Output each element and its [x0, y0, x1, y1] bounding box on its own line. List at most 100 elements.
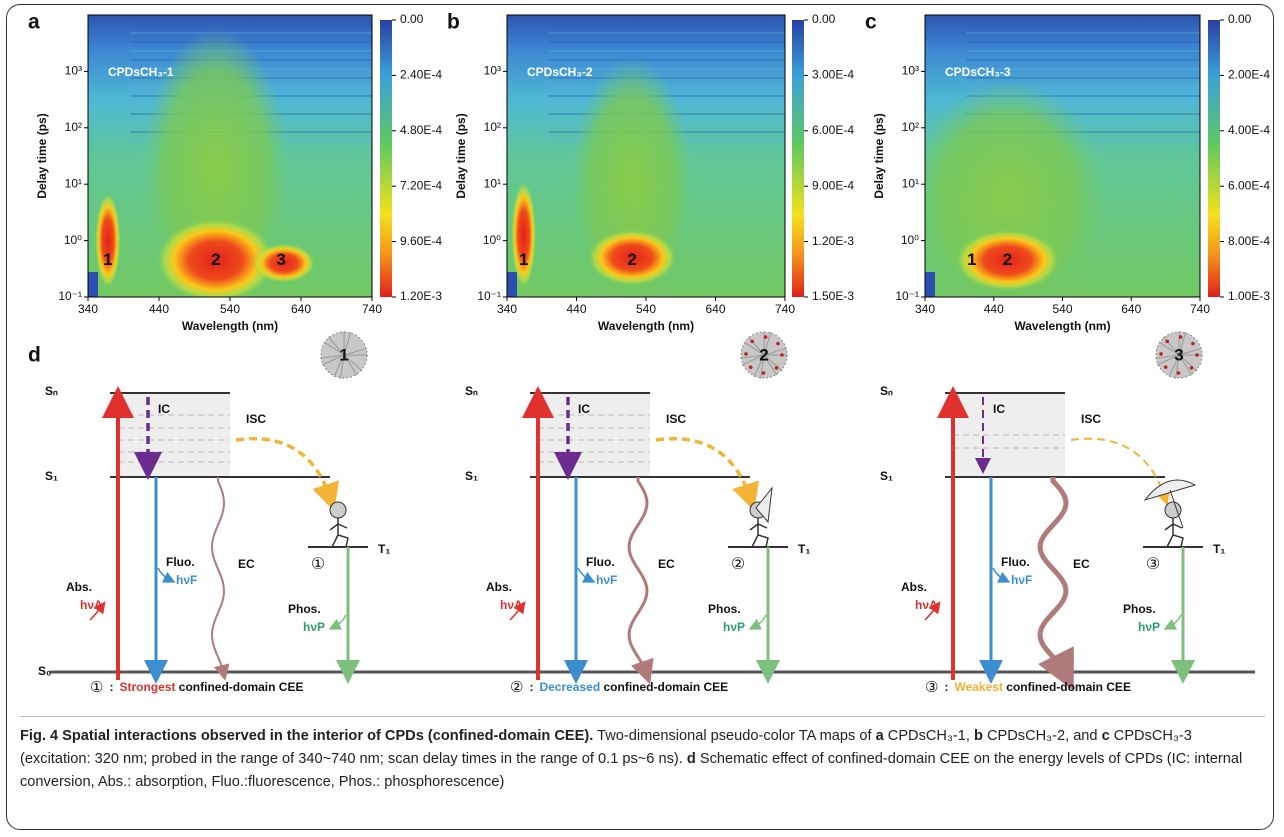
caption-panel-letter: d [686, 751, 696, 767]
x-tick-label: 740 [362, 302, 382, 316]
x-tick-label: 540 [1052, 302, 1072, 316]
caption-text: CPDsCH₃-2, and [982, 728, 1102, 744]
chain [763, 354, 778, 376]
peak-region [955, 229, 1060, 292]
diagram-label: Sₙ [880, 384, 893, 398]
note-part: , EC [283, 698, 310, 700]
diagram-label: S₁ [465, 469, 478, 483]
dot [1163, 365, 1168, 369]
peak-label: 1 [103, 250, 112, 269]
y-tick-label: 10² [65, 120, 82, 134]
streak [548, 50, 785, 52]
level-band [538, 393, 650, 477]
x-tick-label: 740 [1190, 302, 1210, 316]
chain [747, 336, 765, 356]
photon [577, 567, 596, 583]
y-tick-label: 10¹ [902, 176, 919, 190]
colorbar-label: 6.00E-4 [1228, 178, 1270, 192]
panel-letter: c [865, 11, 877, 34]
caption-text: CPDsCH₃-1, [883, 728, 974, 744]
caption-panel-letter: c [1101, 728, 1110, 744]
sample-label: CPDsCH₃-2 [527, 65, 593, 79]
dot [776, 341, 780, 346]
note-part: min [1130, 698, 1151, 700]
frame [6, 4, 1274, 830]
diagram-label: T₁ [798, 542, 810, 556]
diagram-label: T₁ [1213, 542, 1225, 556]
dot [748, 365, 753, 369]
note-detail: (Absent coulping energy levels, ISC↓, EC… [510, 698, 753, 700]
y-tick-label: 10⁰ [64, 233, 82, 247]
y-tick-label: 10³ [484, 64, 501, 78]
note-part: ) [749, 698, 753, 700]
x-axis-label: Wavelength (nm) [598, 319, 694, 333]
note-part: ↑ [743, 698, 749, 700]
note-part: (Abundant energy levels, ISC [90, 698, 259, 700]
chain [763, 354, 783, 372]
dot [1189, 366, 1194, 370]
note-part: confined-domain CEE [1003, 680, 1131, 694]
diagram-label: Fluo. [166, 555, 195, 569]
y-axis-label: Delay time (ps) [35, 113, 49, 198]
figure-body [329, 518, 349, 548]
diagram-label: T₁ [378, 542, 390, 556]
chain [320, 354, 345, 359]
chain [1155, 354, 1180, 359]
y-tick-label: 10² [484, 120, 501, 134]
note-detail: (Abundant energy levels, ISC max, EC min… [90, 698, 335, 700]
dot [1165, 339, 1170, 344]
chain [327, 336, 345, 356]
streak [966, 32, 1200, 34]
peak-label: 1 [967, 250, 976, 269]
colorbar-label: 2.00E-4 [1228, 68, 1270, 82]
colorbar-label: 9.00E-4 [812, 178, 854, 192]
colorbar-label: 8.00E-4 [1228, 234, 1270, 248]
diagram-label: 3 [1174, 345, 1183, 364]
diagram-label: Abs. [486, 580, 512, 594]
note-part: ) [1202, 698, 1206, 700]
photon [509, 601, 526, 621]
note-part: ③ [925, 679, 938, 696]
note-part: max [259, 698, 283, 700]
chain [333, 354, 345, 378]
chain [1158, 341, 1180, 356]
note-part: ② [510, 679, 523, 696]
streak [966, 59, 1200, 61]
diagram-label: ISC [666, 412, 686, 426]
streak [966, 113, 1200, 115]
diagram-label: hνF [176, 573, 197, 587]
note-part: max [1178, 698, 1202, 700]
diagram-label: Fluo. [586, 555, 615, 569]
diagram-label: 2 [759, 345, 768, 364]
heatmap [88, 15, 372, 297]
y-tick-label: 10⁻¹ [895, 289, 919, 303]
note-part: min [310, 698, 331, 700]
diagram-label: Phos. [288, 602, 321, 616]
chain [1178, 347, 1203, 356]
x-tick-label: 340 [915, 302, 935, 316]
colorbar-label: 0.00 [400, 12, 424, 26]
streak [548, 41, 785, 43]
photon [748, 614, 767, 630]
peak-region [252, 243, 316, 283]
diagram-label: hνP [723, 620, 745, 634]
y-tick-label: 10⁰ [483, 233, 501, 247]
chain [343, 354, 358, 376]
colorbar-label: 1.00E-3 [1228, 289, 1270, 303]
x-tick-label: 440 [984, 302, 1004, 316]
y-tick-label: 10² [902, 120, 919, 134]
y-axis-label: Delay time (ps) [872, 113, 886, 198]
chain [1156, 354, 1180, 366]
caption-text: Schematic effect of confined-domain CEE … [20, 751, 1243, 790]
peak-label: 1 [519, 250, 528, 269]
caption-body: Two-dimensional pseudo-color TA maps of … [20, 728, 1242, 790]
heatmap [507, 15, 785, 297]
dot [774, 366, 779, 370]
x-tick-label: 740 [775, 302, 795, 316]
streak [966, 77, 1200, 79]
figure-body [749, 518, 769, 548]
colorbar-label: 4.00E-4 [1228, 123, 1270, 137]
streak [130, 23, 372, 25]
chain [323, 341, 345, 356]
photon [328, 614, 347, 630]
